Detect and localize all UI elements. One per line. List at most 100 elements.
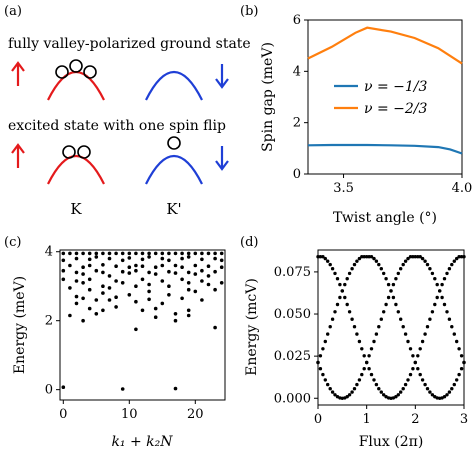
data-point-c — [81, 265, 85, 270]
data-point-c — [180, 251, 184, 256]
data-point-d — [403, 332, 408, 336]
data-point-c — [120, 281, 125, 285]
y-tick-label-c: 4 — [45, 245, 53, 260]
data-point-c — [127, 293, 132, 297]
data-point-d — [350, 267, 354, 271]
data-point-d — [420, 339, 425, 344]
y-tick-label-d: 0.050 — [274, 307, 311, 322]
data-point-d — [411, 354, 415, 358]
data-point-c — [147, 255, 151, 259]
y-tick-label-b: 4 — [293, 64, 301, 79]
data-point-d — [330, 390, 335, 394]
data-point-d — [357, 339, 362, 344]
data-point-d — [321, 347, 325, 351]
data-point-c — [68, 313, 72, 318]
data-point-c — [167, 251, 171, 256]
data-point-d — [425, 262, 430, 267]
data-point-d — [416, 354, 420, 358]
data-point-d — [343, 295, 347, 300]
data-point-c — [173, 318, 178, 323]
data-point-d — [357, 378, 362, 382]
data-point-d — [403, 382, 408, 387]
data-point-c — [74, 270, 79, 275]
data-point-c — [120, 387, 125, 391]
data-point-c — [68, 263, 72, 268]
data-point-d — [350, 390, 354, 394]
data-point-d — [442, 395, 447, 399]
data-point-d — [455, 378, 459, 382]
data-point-d — [321, 372, 325, 377]
data-point-d — [399, 267, 403, 271]
data-point-d — [374, 259, 379, 263]
series-line-b — [307, 143, 463, 155]
x-tick-label-b: 4.0 — [452, 181, 473, 196]
data-point-c — [173, 312, 178, 316]
x-tick-label-d: 3 — [460, 412, 468, 427]
data-point-c — [81, 251, 85, 256]
panel-b-label: (b) — [240, 4, 258, 19]
data-point-c — [193, 251, 198, 256]
plot-frame-b — [307, 19, 463, 175]
data-point-c — [186, 313, 191, 318]
data-point-d — [459, 367, 464, 371]
data-point-d — [347, 393, 352, 397]
data-point-c — [120, 251, 125, 256]
data-point-d — [386, 282, 391, 287]
data-point-c — [200, 279, 204, 283]
data-point-d — [440, 282, 444, 287]
series-lines-b — [307, 26, 463, 155]
data-point-c — [134, 327, 138, 332]
data-point-c — [127, 251, 132, 256]
data-point-c — [114, 305, 118, 309]
data-point-c — [186, 287, 191, 292]
data-point-d — [372, 256, 376, 261]
data-point-c — [206, 251, 211, 256]
data-point-d — [379, 267, 383, 271]
data-point-d — [367, 367, 371, 371]
data-point-d — [438, 289, 442, 293]
data-point-c — [193, 263, 198, 268]
data-point-d — [450, 262, 454, 267]
data-point-d — [374, 382, 379, 387]
panel-c-label: (c) — [4, 235, 21, 250]
panel-c: (c) 0 10 20 0 2 4 k₁ + k₂N Energy (meV) — [4, 235, 226, 450]
data-point-d — [394, 277, 398, 281]
data-point-c — [173, 271, 178, 275]
data-point-d — [442, 302, 447, 307]
data-point-d — [352, 387, 357, 391]
data-point-d — [379, 317, 383, 321]
data-point-c — [101, 308, 105, 313]
data-point-c — [153, 251, 158, 256]
data-point-d — [345, 302, 349, 307]
data-point-d — [406, 339, 410, 344]
data-point-d — [345, 395, 349, 399]
data-point-d — [462, 360, 466, 365]
x-axis-label-c: k₁ + k₂N — [111, 434, 173, 450]
data-point-c — [147, 282, 151, 287]
data-point-d — [369, 372, 374, 377]
data-point-c — [94, 312, 99, 316]
data-point-d — [408, 347, 413, 351]
data-point-d — [457, 372, 461, 377]
data-point-d — [420, 256, 425, 261]
data-point-d — [418, 372, 422, 377]
data-point-d — [413, 360, 417, 365]
data-point-d — [330, 267, 335, 271]
data-point-d — [462, 255, 466, 259]
electron-circle — [77, 145, 91, 159]
data-point-d — [340, 396, 344, 400]
electron-circle — [62, 145, 76, 159]
data-point-d — [382, 393, 386, 397]
data-point-d — [360, 372, 364, 377]
data-point-c — [167, 269, 171, 274]
data-point-d — [401, 325, 405, 329]
data-point-d — [360, 347, 364, 351]
legend-entry-b: ν = −2/3 — [364, 101, 427, 117]
y-axis-label-d: Energy (mcV) — [244, 278, 260, 376]
data-point-c — [101, 263, 105, 267]
electron-circle — [69, 59, 83, 73]
data-point-d — [408, 372, 413, 377]
data-point-d — [418, 255, 422, 259]
data-point-d — [442, 277, 447, 281]
data-point-c — [87, 251, 92, 256]
